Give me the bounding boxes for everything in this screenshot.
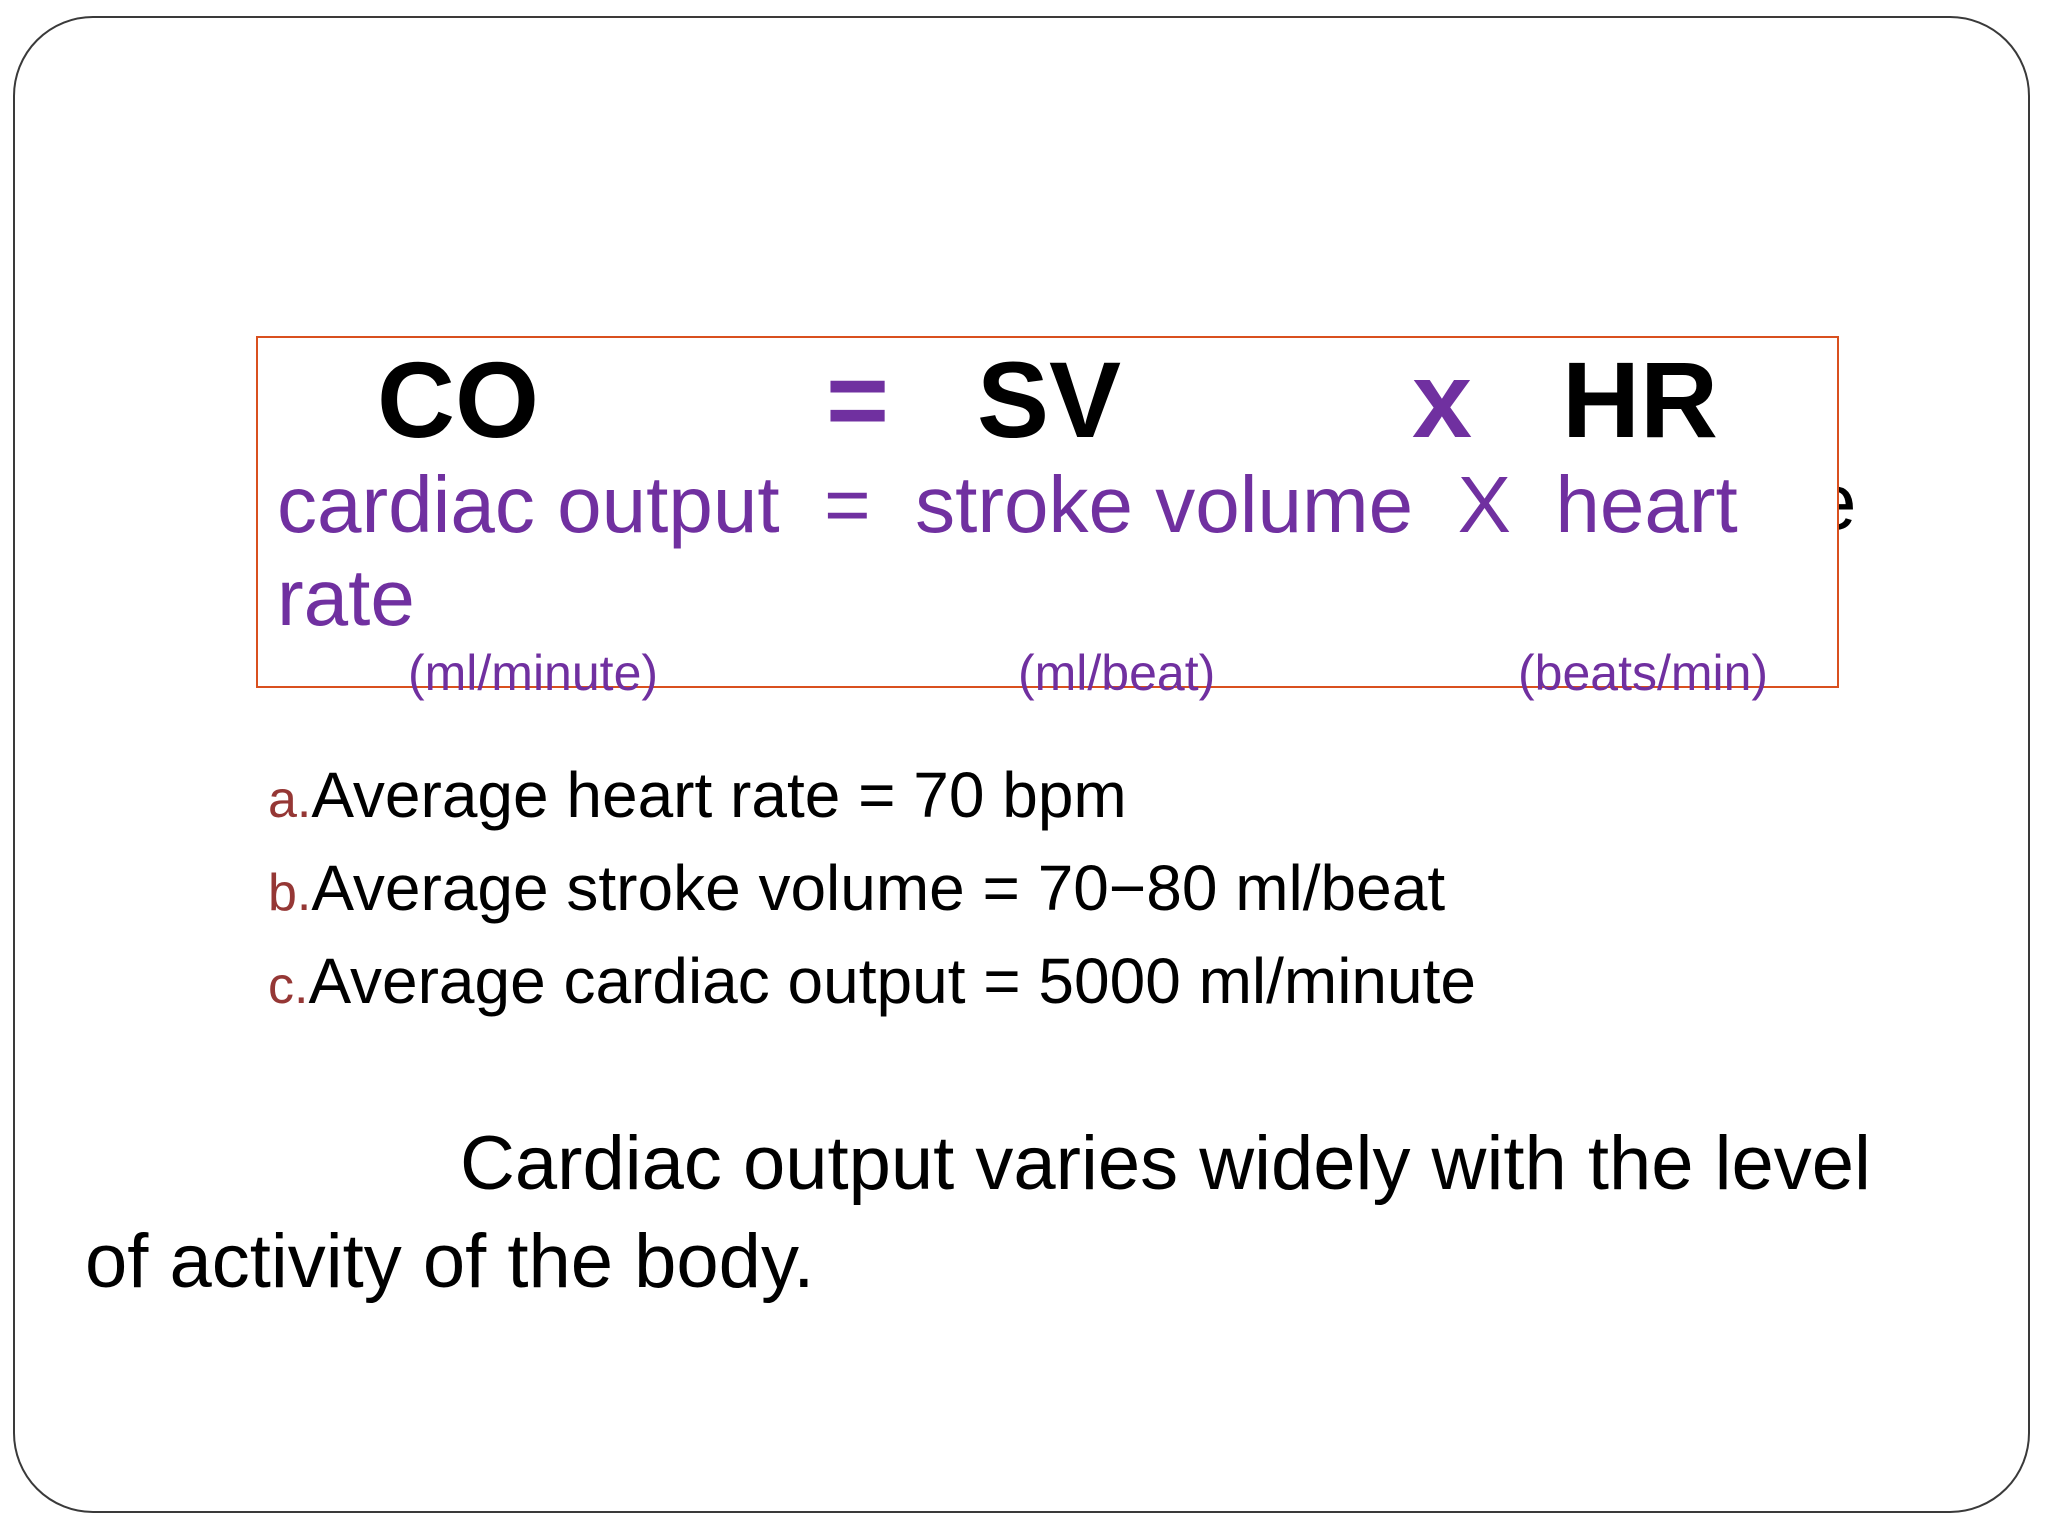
list-marker: a. (268, 771, 312, 829)
list-text: Average stroke volume = 70−80 ml/beat (311, 852, 1446, 924)
unit-co: (ml/minute) (408, 645, 659, 701)
formula-co: CO (377, 339, 539, 460)
list-item: c.Average cardiac output = 5000 ml/minut… (268, 949, 1476, 1013)
formula-hr: HR (1562, 339, 1718, 460)
formula-expanded-line2: rate (277, 553, 415, 642)
list-marker: c. (268, 957, 309, 1015)
formula-times: x (1412, 339, 1473, 460)
list-marker: b. (268, 864, 312, 922)
formula-equals: = (826, 339, 890, 460)
list-item: a.Average heart rate = 70 bpm (268, 763, 1127, 827)
list-text: Average heart rate = 70 bpm (311, 759, 1127, 831)
formula-box (256, 336, 1839, 688)
unit-hr: (beats/min) (1518, 645, 1769, 701)
formula-expanded-line1: cardiac output = stroke volume X heart (277, 460, 1738, 549)
unit-sv: (ml/beat) (1018, 645, 1216, 701)
list-text: Average cardiac output = 5000 ml/minute (308, 945, 1476, 1017)
paragraph-line1: Cardiac output varies widely with the le… (460, 1121, 1871, 1206)
slide-frame (13, 16, 2030, 1513)
formula-sv: SV (977, 339, 1122, 460)
list-item: b.Average stroke volume = 70−80 ml/beat (268, 856, 1445, 920)
paragraph-line2: of activity of the body. (85, 1219, 815, 1304)
